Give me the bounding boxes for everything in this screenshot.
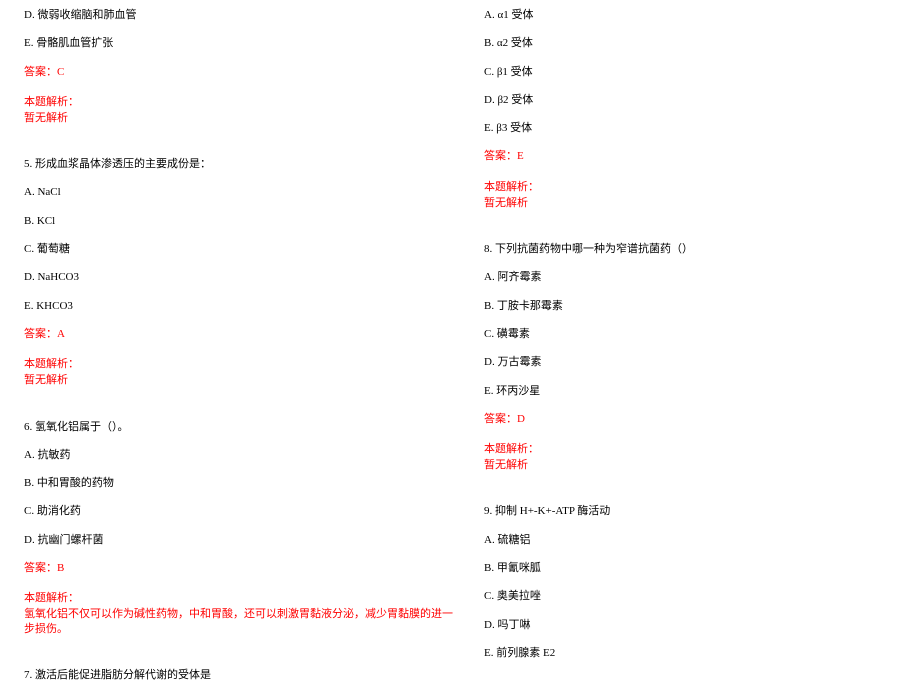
- q5-option-e: E. KHCO3: [24, 299, 454, 313]
- q8-option-c: C. 磺霉素: [484, 327, 914, 341]
- q6-option-b: B. 中和胃酸的药物: [24, 476, 454, 490]
- q6-option-d: D. 抗幽门螺杆菌: [24, 533, 454, 547]
- q8-option-a: A. 阿齐霉素: [484, 270, 914, 284]
- q6-analysis-label: 本题解析：: [24, 589, 454, 605]
- q7-analysis-label: 本题解析：: [484, 178, 914, 194]
- q8-answer: 答案：D: [484, 412, 914, 426]
- q8-option-e: E. 环丙沙星: [484, 384, 914, 398]
- q9-option-d: D. 吗丁啉: [484, 618, 914, 632]
- spacer: [24, 650, 454, 668]
- q9-option-c: C. 奥美拉唑: [484, 589, 914, 603]
- q7-option-a: A. α1 受体: [484, 8, 914, 22]
- q7-option-c: C. β1 受体: [484, 65, 914, 79]
- q6-analysis-body: 氢氧化铝不仅可以作为碱性药物，中和胃酸，还可以刺激胃黏液分泌，减少胃黏膜的进一步…: [24, 607, 454, 636]
- q6-option-c: C. 助消化药: [24, 504, 454, 518]
- q5-stem: 5. 形成血浆晶体渗透压的主要成份是：: [24, 157, 454, 171]
- q8-option-b: B. 丁胺卡那霉素: [484, 299, 914, 313]
- q7-option-b: B. α2 受体: [484, 36, 914, 50]
- right-column: A. α1 受体 B. α2 受体 C. β1 受体 D. β2 受体 E. β…: [484, 0, 914, 674]
- q7-option-d: D. β2 受体: [484, 93, 914, 107]
- q4-analysis-body: 暂无解析: [24, 111, 454, 125]
- q9-option-e: E. 前列腺素 E2: [484, 646, 914, 660]
- q8-analysis-body: 暂无解析: [484, 458, 914, 472]
- q8-option-d: D. 万古霉素: [484, 355, 914, 369]
- q5-option-a: A. NaCl: [24, 185, 454, 199]
- q4-option-d: D. 微弱收缩脑和肺血管: [24, 8, 454, 22]
- spacer: [484, 486, 914, 504]
- q7-stem: 7. 激活后能促进脂肪分解代谢的受体是: [24, 668, 454, 682]
- q7-answer: 答案：E: [484, 149, 914, 163]
- q5-analysis-body: 暂无解析: [24, 373, 454, 387]
- q7-option-e: E. β3 受体: [484, 121, 914, 135]
- q6-stem: 6. 氢氧化铝属于（）。: [24, 420, 454, 434]
- spacer: [24, 139, 454, 157]
- q7-analysis-body: 暂无解析: [484, 196, 914, 210]
- q9-stem: 9. 抑制 H+-K+-ATP 酶活动: [484, 504, 914, 518]
- spacer: [484, 224, 914, 242]
- q5-option-b: B. KCl: [24, 214, 454, 228]
- q5-analysis-label: 本题解析：: [24, 355, 454, 371]
- q8-stem: 8. 下列抗菌药物中哪一种为窄谱抗菌药（）: [484, 242, 914, 256]
- q4-analysis-label: 本题解析：: [24, 93, 454, 109]
- q6-answer: 答案：B: [24, 561, 454, 575]
- q5-option-d: D. NaHCO3: [24, 270, 454, 284]
- q4-option-e: E. 骨骼肌血管扩张: [24, 36, 454, 50]
- q9-option-a: A. 硫糖铝: [484, 533, 914, 547]
- q9-option-b: B. 甲氰咪胍: [484, 561, 914, 575]
- left-column: D. 微弱收缩脑和肺血管 E. 骨骼肌血管扩张 答案：C 本题解析： 暂无解析 …: [24, 0, 454, 696]
- q5-option-c: C. 葡萄糖: [24, 242, 454, 256]
- q4-answer: 答案：C: [24, 65, 454, 79]
- spacer: [24, 402, 454, 420]
- q8-analysis-label: 本题解析：: [484, 440, 914, 456]
- q5-answer: 答案：A: [24, 327, 454, 341]
- q6-option-a: A. 抗敏药: [24, 448, 454, 462]
